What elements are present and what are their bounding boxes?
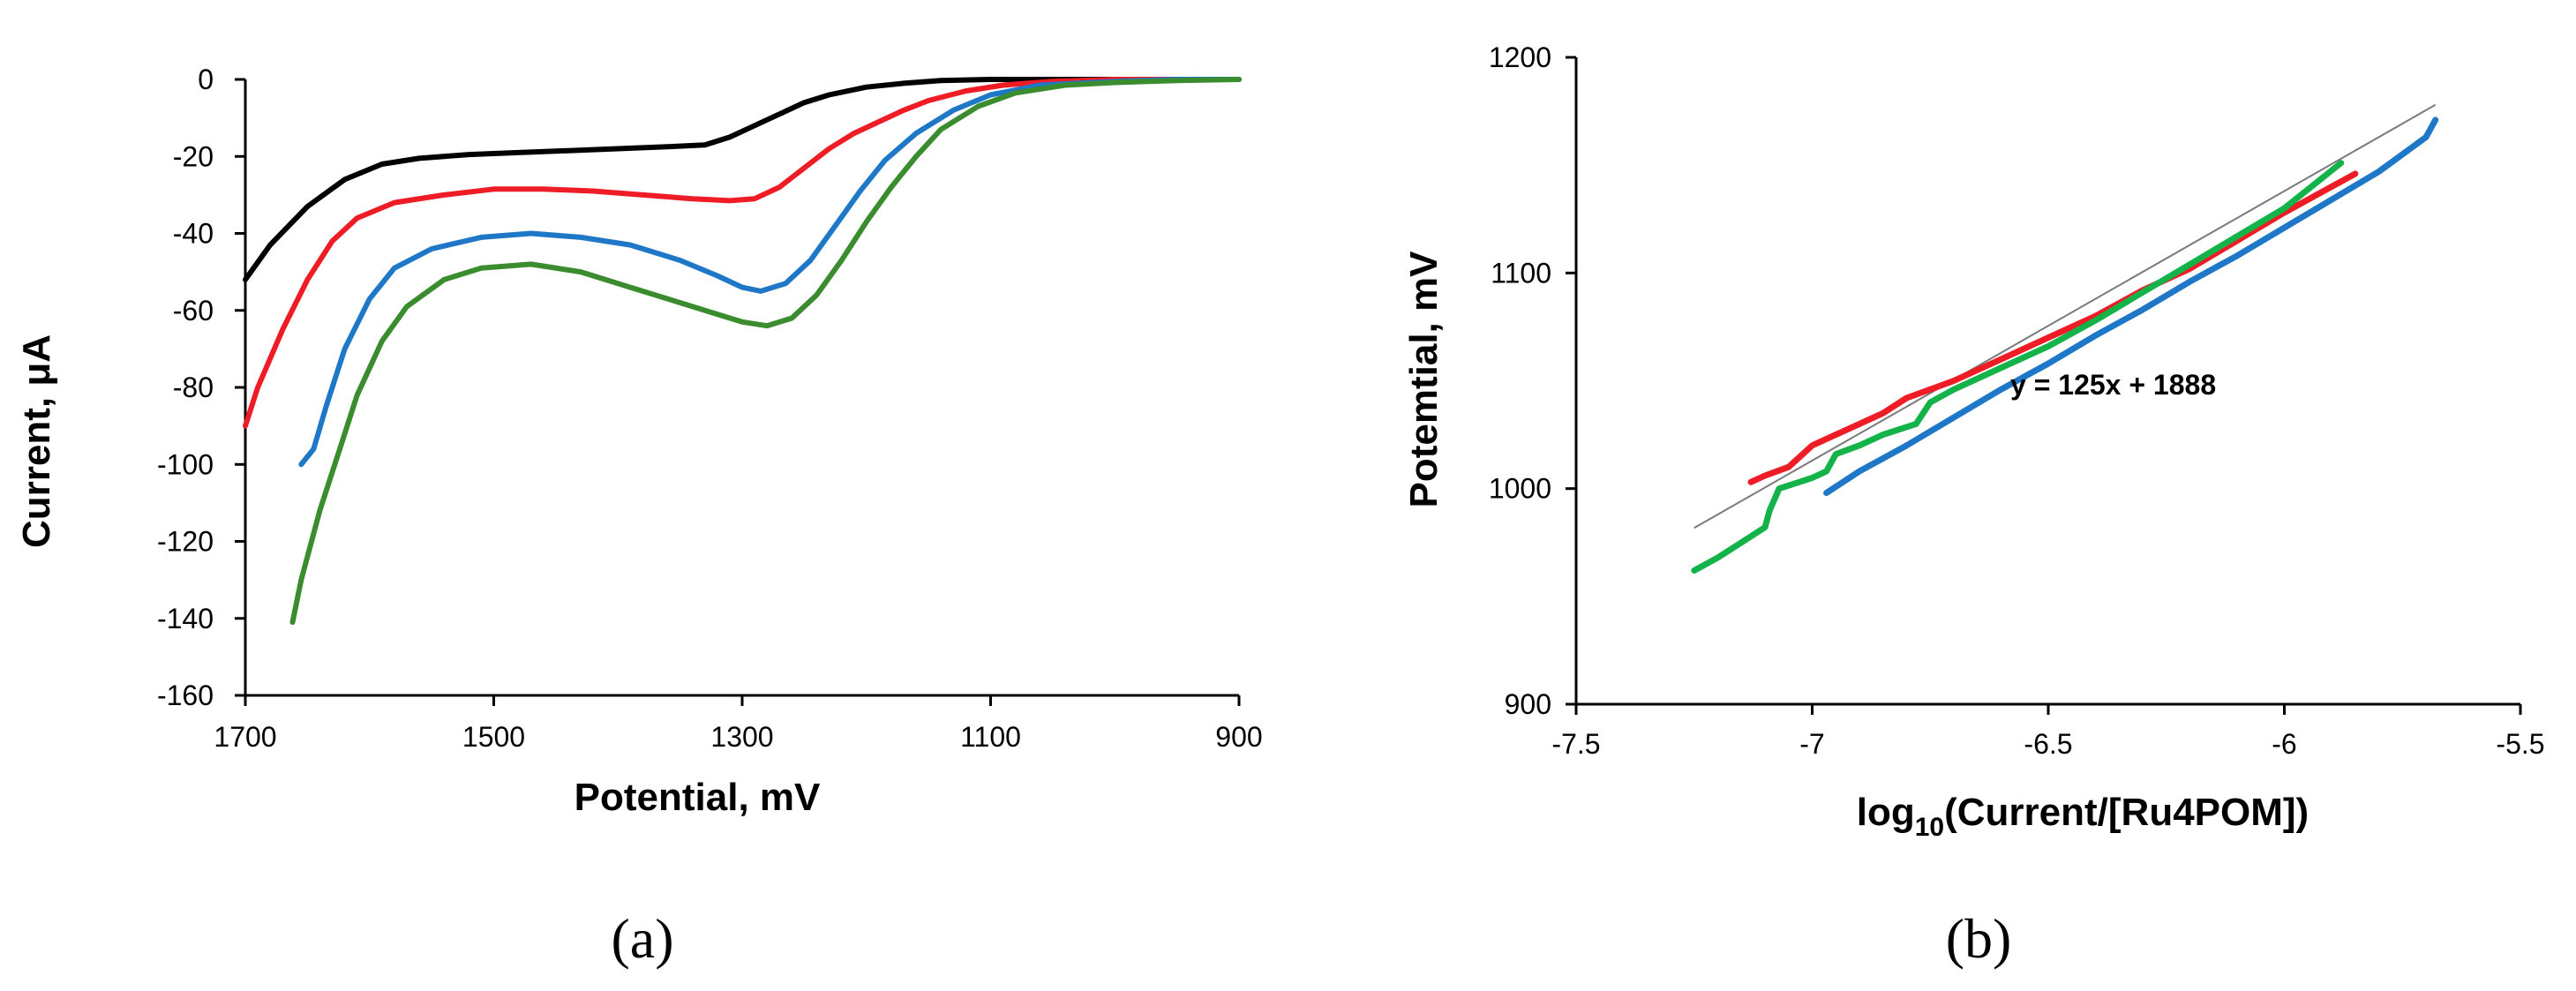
y-tick-label-b: 900 — [1505, 688, 1551, 720]
y-axis-title-b: Potemtial, mV — [1402, 251, 1446, 508]
x-tick-label-b: -6.5 — [2024, 728, 2072, 760]
y-tick-label-a: -160 — [157, 679, 214, 711]
series-group-b — [1691, 116, 2439, 574]
equation-annotation-b: y = 125x + 1888 — [2010, 369, 2216, 401]
x-tick-label-b: -7 — [1799, 728, 1824, 760]
series-line-a-4 — [289, 77, 1242, 626]
panel-label-b: (b) — [1946, 907, 2012, 970]
y-tick-label-a: -40 — [173, 218, 214, 250]
x-axis-title-log: log — [1857, 791, 1915, 834]
x-ticks-b: -7.5 -7 -6.5 -6 -5.5 — [1551, 704, 2545, 760]
y-tick-label-a: -140 — [157, 603, 214, 634]
x-tick-label-b: -7.5 — [1551, 728, 1600, 760]
x-axis-title-sub: 10 — [1915, 813, 1944, 842]
y-tick-label-a: -80 — [173, 372, 214, 403]
chart-panel-b: 900 1000 1100 1200 -7.5 -7 -6.5 -6 -5.5 y = 125… — [1402, 41, 2545, 970]
y-tick-label-a: -60 — [173, 295, 214, 327]
y-axis-title-a: Current, μA — [15, 334, 58, 548]
x-ticks-a: 1700 1500 1300 1100 900 — [214, 695, 1263, 753]
y-tick-label-b: 1100 — [1491, 257, 1551, 289]
y-tick-label-a: -120 — [157, 526, 214, 558]
y-ticks-a: 0 -20 -40 -60 -80 -100 -120 -140 -160 — [157, 64, 245, 711]
series-line-a-3 — [298, 77, 1242, 468]
series-line-b-3 — [1823, 116, 2439, 497]
x-tick-label-a: 1300 — [710, 721, 773, 753]
series-line-b-1 — [1747, 170, 2359, 485]
fit-line-group-b — [1694, 103, 2437, 529]
x-tick-label-a: 1700 — [214, 721, 276, 753]
trendline-b — [1694, 103, 2437, 529]
x-tick-label-a: 1500 — [462, 721, 525, 753]
chart-panel-a: 0 -20 -40 -60 -80 -100 -120 -140 -160 1700 1500 13… — [15, 64, 1263, 970]
x-tick-label-a: 900 — [1215, 721, 1262, 753]
y-tick-label-a: -100 — [157, 448, 214, 480]
series-line-b-2 — [1691, 160, 2345, 574]
y-tick-label-b: 1200 — [1489, 41, 1551, 73]
y-tick-label-b: 1000 — [1489, 473, 1551, 505]
x-axis-title-a: Potential, mV — [575, 776, 821, 819]
y-ticks-b: 900 1000 1100 1200 — [1489, 41, 1576, 720]
series-group-a — [243, 77, 1242, 626]
y-tick-label-a: -20 — [173, 140, 214, 172]
y-tick-label-a: 0 — [198, 64, 214, 95]
series-line-a-1 — [243, 77, 1242, 282]
series-line-a-2 — [243, 77, 1242, 429]
x-tick-label-b: -5.5 — [2496, 728, 2544, 760]
x-tick-label-b: -6 — [2272, 728, 2296, 760]
x-axis-title-rest: (Current/[Ru4POM]) — [1944, 791, 2309, 834]
panel-label-a: (a) — [611, 907, 673, 970]
x-axis-title-b: log10(Current/[Ru4POM]) — [1857, 791, 2309, 842]
x-tick-label-a: 1100 — [960, 721, 1021, 753]
